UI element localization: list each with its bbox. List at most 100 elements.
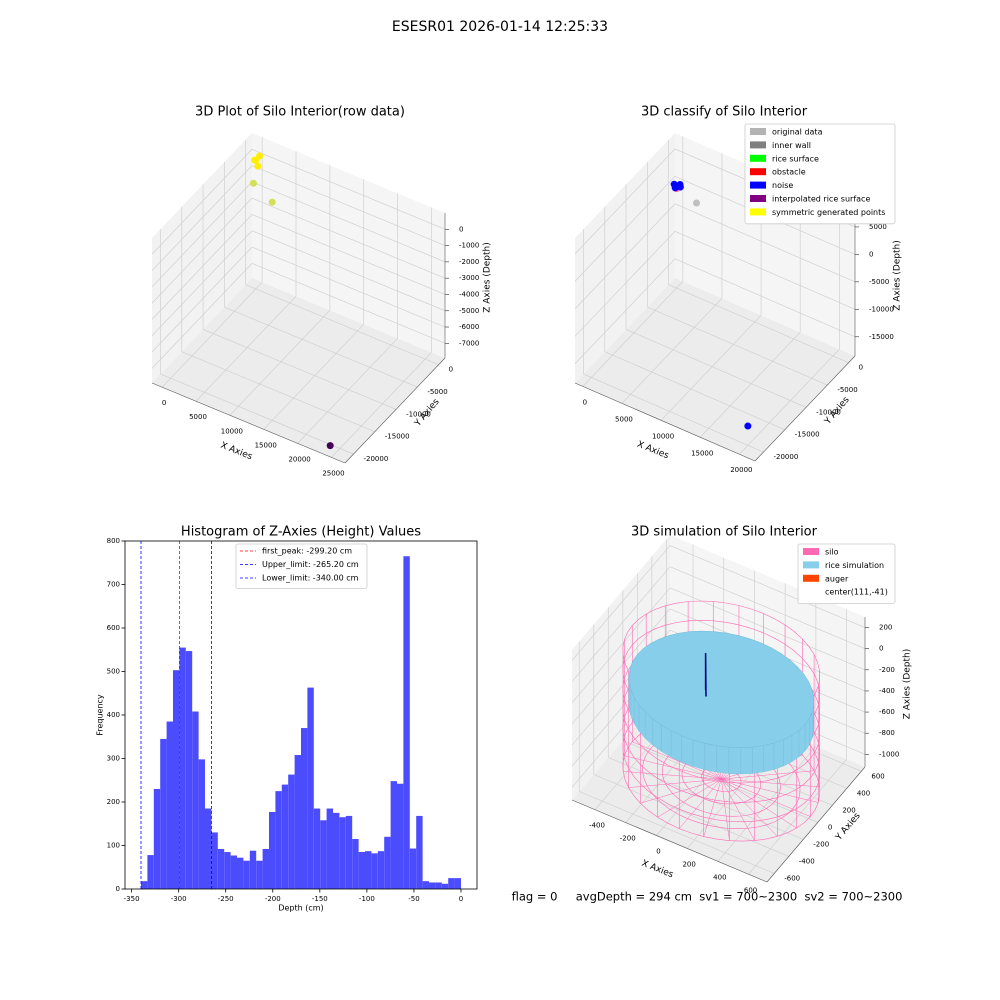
z-tick-label: 0 [869,250,873,258]
bar [173,670,180,889]
bar [454,878,461,889]
point [249,179,257,187]
grid-line [625,329,807,408]
bar [377,851,385,889]
axis-line [151,382,346,464]
grid-line [604,351,785,431]
bar [217,848,225,889]
grid-line [181,351,375,433]
grid-line [151,149,253,255]
bar [390,781,397,889]
x-tick-label: -150 [312,895,328,903]
silo-wire [721,778,819,803]
legend-label: symmetric generated points [772,208,885,217]
grid-line [297,338,398,444]
grid-line [739,348,840,455]
grid-line [245,284,439,366]
x-tick-label: 5000 [189,413,207,421]
y-axis-label: Frequency [96,694,105,736]
bar [333,812,340,889]
bar [339,817,346,889]
bar [416,815,423,889]
z-tick-label: 0 [879,645,883,653]
y-tick-label: -200 [813,840,829,848]
grid-line [251,246,446,328]
y-tick-label: 0 [449,366,453,374]
subplot-title: 3D Plot of Silo Interior(row data) [195,105,405,120]
bar [326,808,333,889]
x-axis-label: Depth (cm) [278,904,323,913]
bar [147,855,154,889]
x-tick-label: -200 [620,835,636,843]
y-tick-label: 400 [107,711,120,719]
bar [422,881,429,889]
legend-label: interpolated rice surface [772,195,870,204]
point [254,162,262,170]
grid-line [151,246,253,353]
grid-line [574,258,676,365]
subplot-title: 3D classify of Silo Interior [641,105,808,120]
bar [141,881,148,889]
bar [307,687,314,889]
x-tick-label: 400 [713,873,726,881]
pane-floor [152,278,445,463]
silo-wire [721,779,730,841]
bar [403,556,410,889]
bar [435,882,442,889]
grid-line [574,148,676,255]
grid-line [647,306,828,386]
x-tick-label: -100 [359,895,375,903]
bar [249,850,257,889]
grid-line [151,165,253,271]
legend-swatch [750,128,766,135]
rice-side [773,739,784,770]
grid-line [151,263,253,369]
bar [262,848,269,889]
y-tick-label: -20000 [364,455,389,463]
bar [313,808,321,889]
bar [179,647,186,889]
point [326,442,334,450]
z-tick-label: 200 [879,624,892,632]
z-tick-label: -5000 [459,307,479,315]
pane-back [675,133,855,356]
z-tick-label: -6000 [459,323,479,331]
z-axis-label: Z Axies (Depth) [483,242,493,313]
point [251,156,259,164]
bar [224,852,231,889]
z-tick-label: -600 [879,708,895,716]
bar [409,848,417,889]
axis-line [571,799,768,883]
z-axis-label: Z Axies (Depth) [903,649,913,720]
x-tick-label: 10000 [221,427,243,435]
grid-line [574,176,676,282]
z-tick-label: -7000 [459,339,479,347]
grid-line [669,566,866,650]
legend-swatch [750,154,766,162]
x-tick-label: -300 [171,895,187,903]
y-tick-label: -600 [784,874,800,882]
z-tick-label: -1000 [459,242,479,250]
grid-line [582,281,684,387]
grid-line [674,203,856,283]
x-tick-label: 0 [583,398,587,406]
legend-swatch [803,548,819,555]
z-tick-label: -10000 [869,305,894,313]
grid-line [669,587,866,671]
grid-line [151,230,253,336]
rice-side [752,745,764,774]
grid-line [151,214,253,320]
grid-line [668,284,849,364]
grid-line [251,181,446,263]
bar [288,774,295,889]
grid-line [571,566,671,682]
y-tick-label: -20000 [774,453,799,461]
bar [448,878,455,889]
legend-swatch [750,195,766,202]
bar [237,857,244,889]
bar [441,883,449,889]
x-tick-label: 25000 [322,469,344,477]
legend-label: original data [772,128,823,137]
point [676,181,684,189]
silo-wire [721,778,820,788]
